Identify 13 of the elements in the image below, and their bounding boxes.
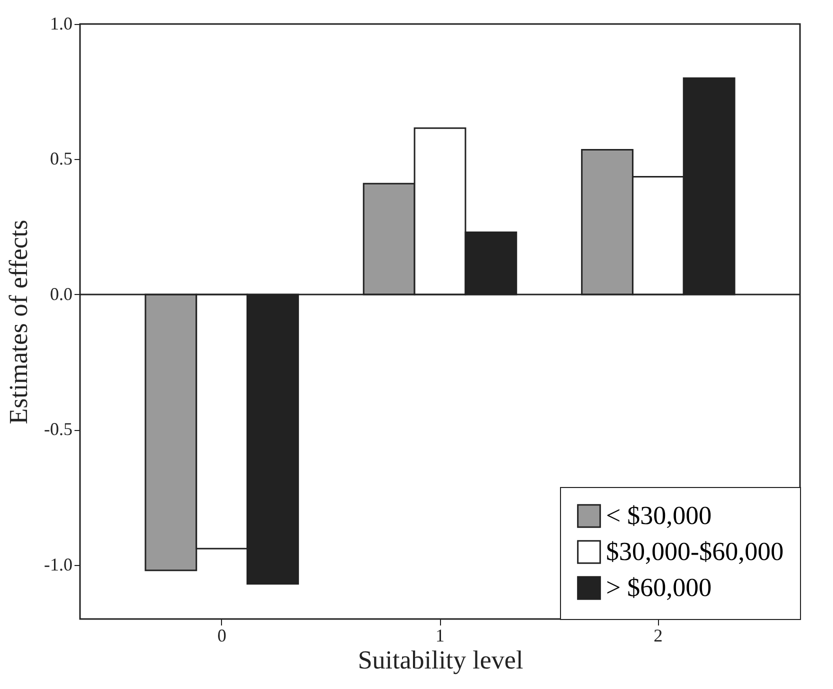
y-axis-title: Estimates of effects [4,220,34,424]
legend-label: < $30,000 [606,501,712,530]
x-tick-label: 0 [217,626,226,646]
y-tick-label: -0.5 [44,419,72,440]
y-tick-label: 0.0 [50,284,72,304]
legend-label: $30,000-$60,000 [606,537,784,566]
x-tick-label: 1 [436,626,444,646]
legend-label: > $60,000 [606,573,712,602]
x-tick-label: 2 [654,626,663,646]
y-tick-label: 0.5 [50,148,72,169]
y-tick-label: -1.0 [44,554,72,574]
y-tick-label: 1.0 [50,14,72,34]
x-axis-title: Suitability level [358,646,524,674]
